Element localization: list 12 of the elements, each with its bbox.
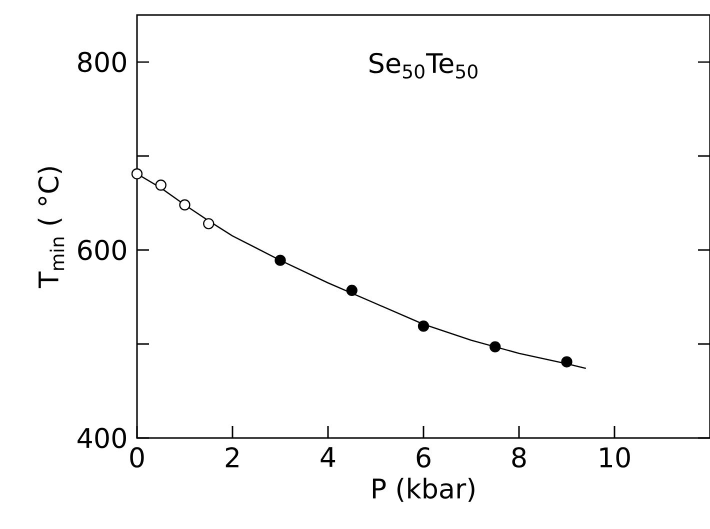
x-tick-label: 0 (130, 447, 144, 468)
x-axis-title: P (kbar) (372, 478, 474, 502)
x-tick-label: 4 (320, 447, 336, 467)
y-tick-label: 600 (78, 240, 126, 260)
y-axis-title: T$_{min}$ ( °C) (38, 167, 64, 288)
y-tick-label: 800 (78, 52, 126, 72)
x-tick-label: 10 (600, 447, 630, 468)
x-tick-label: 6 (416, 447, 430, 468)
x-tick-label: 2 (226, 447, 238, 468)
y-tick-label: 400 (78, 428, 126, 448)
annotation: Se$_{50}$Te$_{50}$ (370, 52, 478, 79)
x-tick-label: 8 (512, 447, 526, 468)
